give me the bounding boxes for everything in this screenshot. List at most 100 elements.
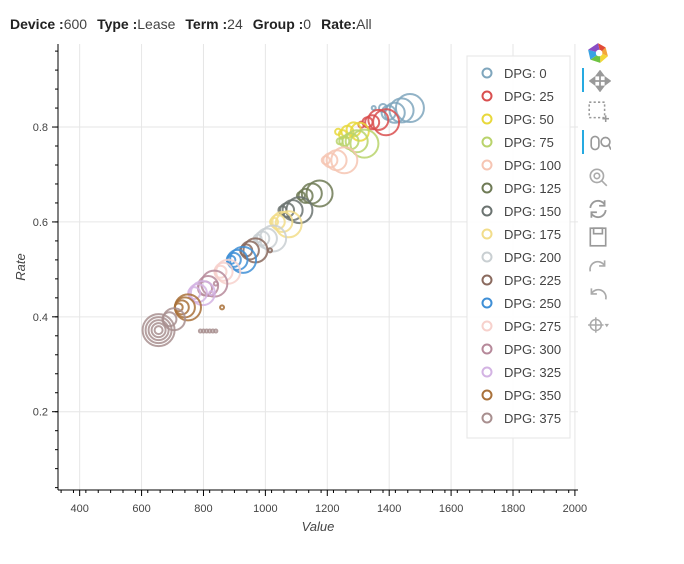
data-point[interactable] bbox=[279, 202, 296, 219]
x-axis-label: Value bbox=[302, 519, 335, 534]
legend-label[interactable]: DPG: 75 bbox=[504, 135, 554, 150]
y-tick-label: 0.4 bbox=[33, 312, 48, 324]
legend-marker[interactable] bbox=[481, 67, 493, 79]
data-point[interactable] bbox=[187, 286, 202, 301]
legend-marker[interactable] bbox=[481, 251, 493, 263]
filter-item: Group :0 bbox=[253, 16, 311, 32]
legend-label[interactable]: DPG: 0 bbox=[504, 66, 547, 81]
data-point[interactable] bbox=[267, 247, 274, 254]
filter-label: Group : bbox=[252, 16, 304, 32]
legend-marker[interactable] bbox=[481, 136, 493, 148]
legend-label[interactable]: DPG: 175 bbox=[504, 227, 561, 242]
filter-item: Term :24 bbox=[185, 16, 242, 32]
undo-icon[interactable] bbox=[582, 282, 612, 306]
legend-label[interactable]: DPG: 200 bbox=[504, 250, 561, 265]
legend-marker[interactable] bbox=[481, 205, 493, 217]
legend-marker[interactable] bbox=[481, 297, 493, 309]
legend-label[interactable]: DPG: 325 bbox=[504, 365, 561, 380]
wheel-zoom-icon[interactable] bbox=[582, 130, 614, 154]
data-point[interactable] bbox=[161, 311, 178, 328]
data-point[interactable] bbox=[277, 205, 288, 216]
data-points bbox=[141, 93, 425, 348]
filter-label: Device : bbox=[10, 16, 64, 32]
legend-marker[interactable] bbox=[481, 182, 493, 194]
data-point[interactable] bbox=[213, 264, 228, 279]
data-point[interactable] bbox=[271, 210, 294, 233]
data-point[interactable] bbox=[394, 93, 425, 124]
legend-label[interactable]: DPG: 375 bbox=[504, 411, 561, 426]
data-point[interactable] bbox=[219, 304, 226, 311]
legend-label[interactable]: DPG: 350 bbox=[504, 388, 561, 403]
legend-marker[interactable] bbox=[481, 113, 493, 125]
save-icon[interactable] bbox=[582, 224, 612, 248]
crosshair-icon[interactable] bbox=[582, 312, 612, 336]
legend-marker[interactable] bbox=[481, 366, 493, 378]
data-point[interactable] bbox=[189, 280, 216, 307]
legend-label[interactable]: DPG: 25 bbox=[504, 89, 554, 104]
box-zoom-icon[interactable] bbox=[582, 98, 612, 122]
data-point[interactable] bbox=[147, 319, 170, 342]
bokeh-logo-icon bbox=[582, 40, 612, 64]
data-point[interactable] bbox=[300, 182, 323, 205]
data-point[interactable] bbox=[274, 210, 303, 239]
data-point[interactable] bbox=[297, 187, 314, 204]
zoom-in-icon[interactable] bbox=[582, 164, 612, 188]
data-point[interactable] bbox=[213, 328, 219, 334]
legend-label[interactable]: DPG: 225 bbox=[504, 273, 561, 288]
y-tick-label: 0.6 bbox=[33, 217, 48, 229]
data-point[interactable] bbox=[349, 128, 380, 159]
legend-marker[interactable] bbox=[481, 412, 493, 424]
legend-box bbox=[466, 55, 571, 439]
legend-label[interactable]: DPG: 275 bbox=[504, 319, 561, 334]
legend-marker[interactable] bbox=[481, 159, 493, 171]
data-point[interactable] bbox=[367, 108, 390, 131]
filter-item: Type :Lease bbox=[97, 16, 175, 32]
legend-label[interactable]: DPG: 125 bbox=[504, 181, 561, 196]
x-tick-label: 1200 bbox=[315, 503, 339, 515]
legend-marker[interactable] bbox=[481, 228, 493, 240]
data-point[interactable] bbox=[153, 325, 164, 336]
data-point[interactable] bbox=[364, 114, 381, 131]
legend-marker[interactable] bbox=[481, 274, 493, 286]
legend-marker[interactable] bbox=[481, 320, 493, 332]
y-tick-label: 0.2 bbox=[33, 407, 48, 419]
filter-bar: Device :600 Type :Lease Term :24 Group :0 Ra… bbox=[10, 16, 382, 32]
data-point[interactable] bbox=[330, 146, 359, 175]
legend-label[interactable]: DPG: 250 bbox=[504, 296, 561, 311]
data-point[interactable] bbox=[322, 152, 339, 169]
x-tick-label: 400 bbox=[70, 503, 88, 515]
x-tick-label: 1400 bbox=[377, 503, 401, 515]
legend-marker[interactable] bbox=[481, 343, 493, 355]
reset-icon[interactable] bbox=[582, 196, 612, 220]
redo-icon[interactable] bbox=[582, 254, 612, 278]
filter-value: 24 bbox=[227, 16, 243, 32]
data-point[interactable] bbox=[335, 137, 344, 146]
data-point[interactable] bbox=[320, 155, 331, 166]
filter-value: 0 bbox=[303, 16, 312, 32]
data-point[interactable] bbox=[208, 290, 215, 297]
data-point[interactable] bbox=[325, 149, 348, 172]
legend-label[interactable]: DPG: 300 bbox=[504, 342, 561, 357]
x-tick-label: 1800 bbox=[501, 503, 525, 515]
legend-marker[interactable] bbox=[481, 389, 493, 401]
data-point[interactable] bbox=[334, 127, 343, 136]
x-tick-label: 2000 bbox=[563, 503, 587, 515]
data-point[interactable] bbox=[295, 190, 306, 201]
x-tick-label: 800 bbox=[194, 503, 212, 515]
data-point[interactable] bbox=[305, 179, 334, 208]
filter-label: Rate: bbox=[321, 16, 357, 32]
data-point[interactable] bbox=[150, 322, 167, 339]
legend-label[interactable]: DPG: 50 bbox=[504, 112, 554, 127]
y-tick-label: 0.8 bbox=[33, 122, 48, 134]
filter-value: All bbox=[356, 16, 372, 32]
filter-value: 600 bbox=[63, 16, 88, 32]
data-point[interactable] bbox=[344, 129, 369, 154]
pan-icon[interactable] bbox=[582, 68, 614, 92]
y-axis-label: Rate bbox=[13, 253, 28, 280]
legend-label[interactable]: DPG: 100 bbox=[504, 158, 561, 173]
data-point[interactable] bbox=[212, 280, 219, 287]
legend-label[interactable]: DPG: 150 bbox=[504, 204, 561, 219]
x-tick-label: 1000 bbox=[253, 503, 277, 515]
legend-marker[interactable] bbox=[481, 90, 493, 102]
